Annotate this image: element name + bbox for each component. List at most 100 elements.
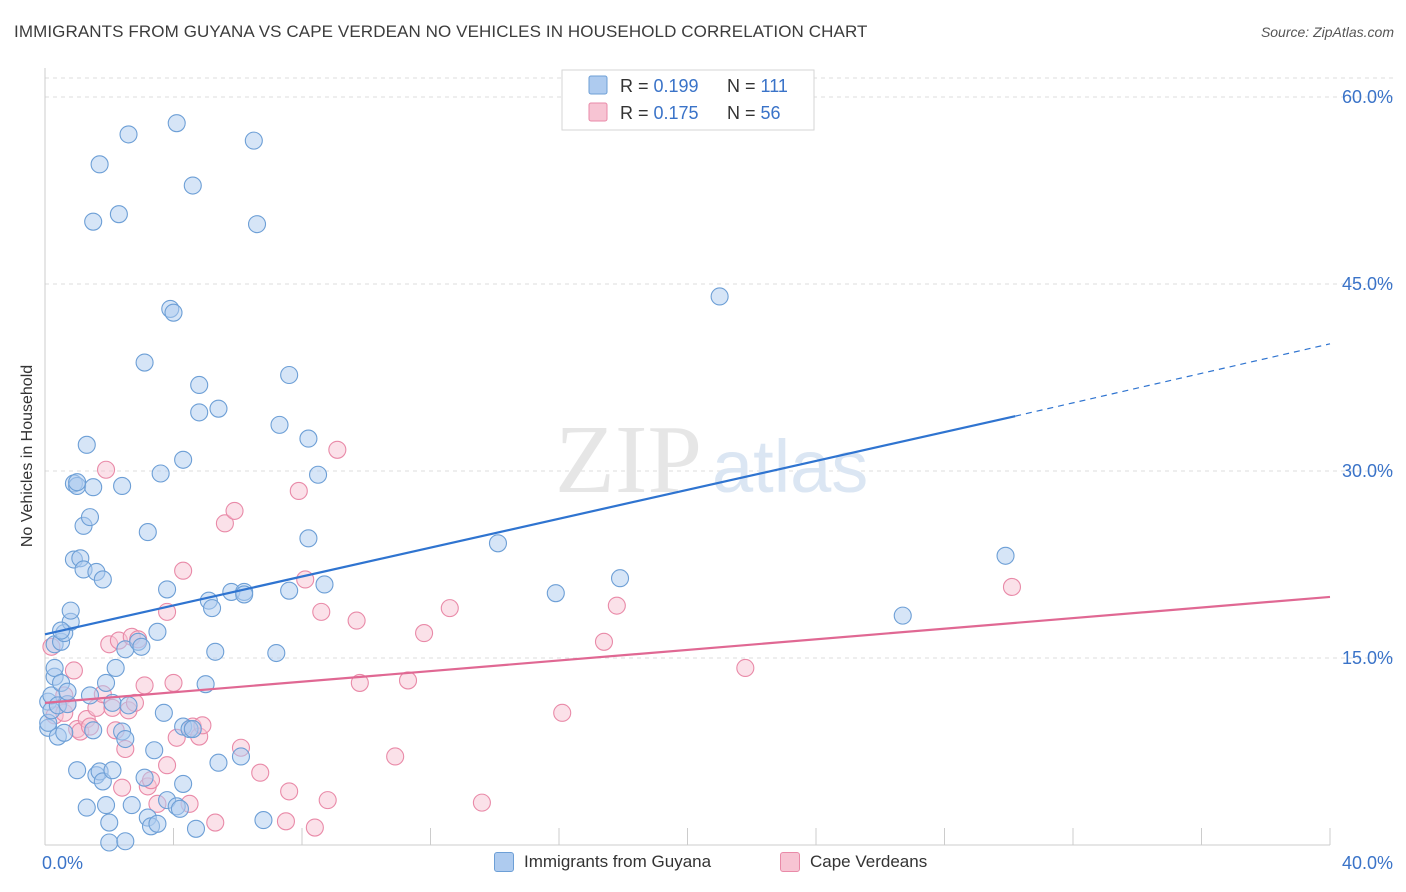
guyana-point bbox=[80, 508, 100, 527]
legend-swatch-cape bbox=[588, 102, 608, 122]
guyana-point bbox=[270, 415, 289, 434]
guyana-point bbox=[119, 125, 138, 144]
guyana-point bbox=[610, 569, 630, 588]
guyana-point bbox=[190, 403, 209, 422]
guyana-point bbox=[154, 703, 173, 722]
cape-verdeans-point bbox=[1002, 577, 1022, 596]
guyana-trend-line bbox=[44, 415, 1016, 636]
guyana-point bbox=[135, 768, 154, 787]
legend-r-label-guyana: R = 0.199 bbox=[620, 76, 699, 96]
guyana-point bbox=[80, 686, 100, 705]
cape-verdeans-point bbox=[174, 561, 193, 580]
guyana-point bbox=[183, 176, 202, 195]
cape-verdeans-point bbox=[318, 791, 337, 810]
legend-r-label: R = bbox=[620, 103, 654, 123]
guyana-point bbox=[116, 729, 135, 749]
cape-verdeans-point bbox=[206, 813, 225, 832]
guyana-point bbox=[309, 465, 328, 484]
guyana-point bbox=[151, 464, 170, 483]
guyana-point bbox=[206, 642, 225, 661]
legend-bottom: Immigrants from Guyana Cape Verdeans bbox=[0, 852, 1406, 878]
cape-verdeans-point bbox=[113, 778, 132, 797]
guyana-point bbox=[58, 682, 77, 701]
legend-item-cape[interactable]: Cape Verdeans bbox=[780, 852, 927, 872]
guyana-point bbox=[158, 580, 177, 599]
cape-verdeans-point bbox=[215, 514, 234, 533]
cape-verdeans-point bbox=[312, 602, 331, 621]
guyana-point bbox=[183, 720, 202, 739]
cape-verdeans-point bbox=[158, 756, 177, 775]
source-label: Source: ZipAtlas.com bbox=[1260, 24, 1394, 40]
guyana-point bbox=[55, 723, 74, 742]
legend-swatch-guyana bbox=[588, 75, 608, 95]
cape-verdeans-point bbox=[135, 676, 154, 695]
guyana-point bbox=[254, 811, 273, 830]
guyana-point bbox=[209, 399, 228, 418]
guyana-point bbox=[119, 696, 138, 715]
guyana-point bbox=[148, 814, 167, 833]
guyana-point bbox=[84, 212, 103, 231]
guyana-point bbox=[148, 622, 167, 641]
legend-n-value-guyana: 111 bbox=[761, 76, 788, 96]
cape-verdeans-point bbox=[736, 658, 755, 678]
legend-item-guyana[interactable]: Immigrants from Guyana bbox=[494, 852, 711, 872]
guyana-point bbox=[84, 721, 103, 740]
guyana-point bbox=[174, 774, 193, 793]
guyana-point bbox=[546, 584, 565, 603]
guyana-point bbox=[68, 761, 87, 780]
x-tick-labels: 0.0% 40.0% bbox=[42, 853, 1393, 873]
guyana-point bbox=[996, 546, 1015, 565]
cape-verdeans-point bbox=[607, 596, 626, 615]
guyana-point bbox=[145, 741, 164, 760]
guyana-point bbox=[186, 819, 206, 838]
guyana-point bbox=[103, 761, 122, 780]
guyana-point bbox=[61, 601, 80, 620]
guyana-point bbox=[96, 796, 116, 815]
cape-verdeans-point bbox=[328, 440, 347, 459]
cape-verdeans-point bbox=[164, 673, 183, 692]
y-tick-labels: 15.0% 30.0% 45.0% 60.0% bbox=[1342, 87, 1393, 668]
chart-title: IMMIGRANTS FROM GUYANA VS CAPE VERDEAN N… bbox=[14, 22, 868, 41]
guyana-point bbox=[280, 365, 299, 385]
guyana-point bbox=[893, 606, 912, 625]
y-tick-label: 45.0% bbox=[1342, 274, 1393, 294]
legend-swatch-cape bbox=[780, 852, 800, 872]
cape-verdeans-point bbox=[594, 632, 614, 651]
cape-verdeans-point bbox=[415, 624, 434, 643]
x-tick-label: 40.0% bbox=[1342, 853, 1393, 873]
guyana-point bbox=[315, 575, 334, 594]
legend-r-label-cape: R = 0.175 bbox=[620, 103, 699, 123]
guyana-point bbox=[247, 215, 267, 234]
cape-verdeans-point bbox=[251, 763, 270, 782]
guyana-point bbox=[100, 833, 119, 852]
guyana-point bbox=[164, 303, 183, 322]
legend-n-label-guyana: N = 111 bbox=[727, 76, 788, 96]
guyana-point bbox=[174, 450, 193, 469]
guyana-point bbox=[299, 529, 318, 548]
guyana-point bbox=[203, 599, 222, 618]
guyana-point bbox=[116, 832, 135, 851]
cape-verdeans-point bbox=[386, 747, 405, 766]
guyana-point bbox=[190, 375, 209, 395]
guyana-point bbox=[96, 673, 116, 692]
gridlines bbox=[45, 77, 1395, 659]
cape-verdeans-point bbox=[350, 673, 369, 692]
cape-verdeans-point bbox=[276, 812, 295, 831]
trend-lines bbox=[44, 343, 1331, 704]
cape-verdeans-point bbox=[289, 481, 308, 500]
x-tick-label: 0.0% bbox=[42, 853, 83, 873]
y-tick-label: 15.0% bbox=[1342, 648, 1393, 668]
legend-r-label: R = bbox=[620, 76, 654, 96]
y-tick-label: 30.0% bbox=[1342, 461, 1393, 481]
legend-r-value-guyana: 0.199 bbox=[654, 76, 699, 96]
guyana-point bbox=[231, 747, 251, 766]
cape-verdeans-point bbox=[305, 818, 324, 837]
cape-verdeans-point bbox=[96, 460, 116, 479]
guyana-point bbox=[138, 523, 157, 542]
guyana-trend-extension bbox=[1015, 343, 1331, 417]
guyana-point bbox=[267, 643, 286, 663]
guyana-point bbox=[299, 429, 318, 448]
guyana-point bbox=[93, 570, 112, 589]
cape-verdeans-point bbox=[553, 703, 572, 722]
